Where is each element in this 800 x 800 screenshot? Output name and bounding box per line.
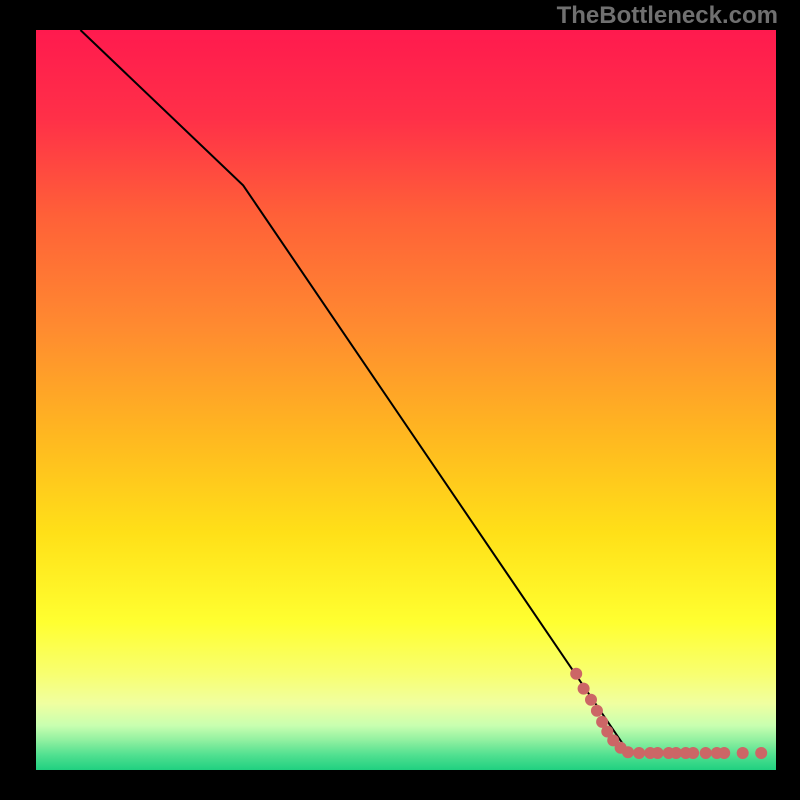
scatter-point	[578, 683, 590, 695]
scatter-point	[718, 747, 730, 759]
scatter-point	[737, 747, 749, 759]
scatter-point	[585, 694, 597, 706]
chart-container: TheBottleneck.com	[0, 0, 800, 800]
gradient-background	[36, 30, 776, 770]
scatter-point	[622, 746, 634, 758]
scatter-point	[570, 668, 582, 680]
plot-svg	[36, 30, 776, 770]
scatter-point	[591, 705, 603, 717]
scatter-point	[700, 747, 712, 759]
scatter-point	[755, 747, 767, 759]
scatter-point	[652, 747, 664, 759]
scatter-point	[633, 747, 645, 759]
watermark-text: TheBottleneck.com	[557, 2, 778, 30]
scatter-point	[687, 747, 699, 759]
